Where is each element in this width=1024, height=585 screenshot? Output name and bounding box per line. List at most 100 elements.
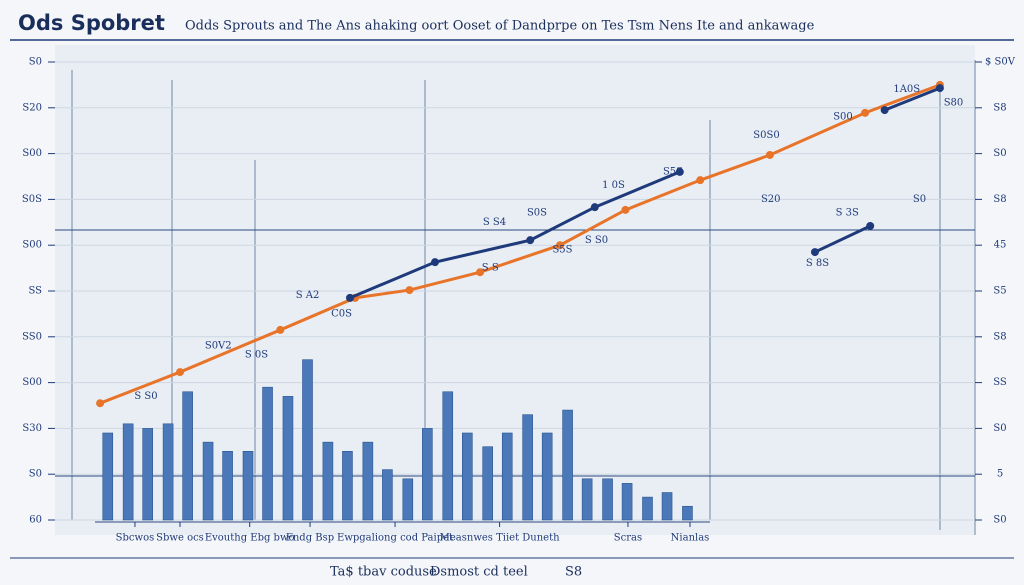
y-tick-label: SS (28, 286, 42, 297)
bar (402, 478, 414, 521)
bar (442, 391, 454, 521)
annotation: S20 (761, 194, 781, 205)
annotation: 1 0S (602, 180, 625, 191)
bar (682, 505, 693, 521)
point (675, 167, 684, 176)
annotation: S80 (944, 98, 964, 109)
x-tick-label: Evouthg Ebg bwo (205, 533, 295, 544)
bar (282, 396, 294, 521)
bar (242, 450, 254, 521)
point (861, 108, 870, 117)
bar (661, 492, 673, 521)
point (476, 268, 485, 277)
bar (302, 359, 313, 521)
x-tick-label: Ewpgaliong cod Paipet (337, 533, 453, 544)
bar (222, 450, 233, 521)
point (765, 150, 774, 159)
y2-tick-label: S8 (993, 194, 1006, 205)
point (935, 84, 944, 93)
y-tick-label: S30 (22, 423, 42, 434)
point (346, 293, 354, 302)
y-tick-label: S20 (22, 102, 42, 113)
annotation: S S0 (585, 235, 608, 246)
y2-tick-label: S8 (993, 102, 1006, 113)
footer-text: Ta$ tbav coduse (330, 565, 437, 580)
line (814, 224, 871, 254)
bar (182, 391, 193, 521)
annotation: S0S (527, 208, 547, 219)
annotation: C0S (331, 308, 352, 319)
footer-text: S8 (565, 565, 582, 580)
point (621, 205, 630, 214)
bar (382, 469, 393, 521)
point (276, 325, 285, 334)
annotation: S S (482, 263, 499, 274)
annotation: S 0S (245, 350, 268, 361)
bar (581, 478, 593, 521)
y2-tick-label: SS (993, 377, 1007, 388)
bar (322, 441, 334, 521)
line (99, 83, 941, 405)
point (866, 221, 875, 230)
annotation: S0V2 (205, 340, 232, 351)
bar (642, 496, 653, 521)
x-tick-label: Scras (614, 533, 642, 544)
y-tick-label: S00 (22, 148, 42, 159)
point (431, 258, 439, 267)
chart-subtitle: Odds Sprouts and The Ans ahaking oort Oo… (185, 19, 815, 34)
bar (482, 446, 494, 521)
y2-tick-label: S0 (993, 148, 1006, 159)
x-tick-label: Measnwes Tiiet Duneth (440, 533, 560, 544)
bar (162, 423, 174, 521)
point (96, 399, 105, 408)
annotation: S00 (833, 111, 853, 122)
bar (621, 483, 633, 521)
bar (142, 428, 153, 521)
annotation: S S0 (134, 391, 157, 402)
y2-tick-label: S8 (993, 331, 1006, 342)
bar (102, 432, 114, 521)
annotation: S0S0 (753, 130, 779, 141)
chart-title: Ods Spobret (18, 11, 165, 35)
y2-tick-label: S0 (993, 423, 1006, 434)
bar (602, 478, 613, 521)
y-tick-label: 60 (29, 515, 42, 526)
annotation: S5S (663, 166, 683, 177)
bar (422, 428, 433, 521)
y2-tick-label: 5 (997, 469, 1003, 480)
bar (262, 386, 273, 521)
x-tick-label: Sbcwos (116, 533, 155, 544)
bar (501, 432, 513, 521)
line (884, 86, 941, 112)
y-tick-label: S0S (22, 194, 42, 205)
y-tick-label: S00 (22, 240, 42, 251)
point (405, 286, 414, 295)
y-tick-label: S0 (29, 57, 42, 68)
bar (362, 441, 374, 521)
annotation: S0 (913, 194, 926, 205)
point (810, 248, 819, 257)
y-tick-label: S00 (22, 377, 42, 388)
x-tick-label: Sbwe ocs (156, 533, 204, 544)
x-tick-label: Nianlas (671, 533, 710, 544)
y2-tick-label: S5 (993, 286, 1006, 297)
point (696, 176, 705, 185)
footer-text: Dsmost cd teel (430, 565, 528, 580)
bar (562, 409, 573, 521)
y-tick-label: S0 (29, 469, 42, 480)
point (880, 106, 889, 115)
point (176, 368, 184, 377)
point (526, 236, 535, 245)
y-tick-label: SS0 (22, 331, 42, 342)
bar (541, 432, 553, 521)
y2-tick-label: S0 (993, 515, 1006, 526)
bar (122, 423, 134, 521)
annotation: S5S (552, 244, 572, 255)
bar (342, 450, 353, 521)
annotation: S S4 (483, 217, 506, 228)
bar (522, 414, 533, 521)
annotation: S A2 (296, 290, 320, 301)
point (555, 241, 564, 250)
y2-tick-label: $ S0V (985, 57, 1016, 68)
